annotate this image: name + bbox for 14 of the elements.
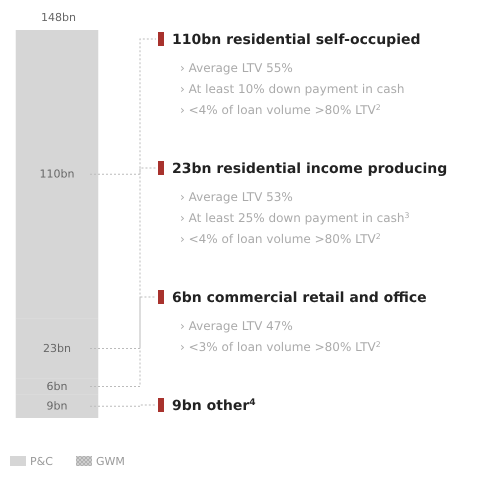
- data-label: 9bn: [46, 400, 68, 413]
- text: › Average LTV 53% › At least 25% down payment in cash$^{3}$ › <4% of loan volume >80% LTV$^{2}$: [180, 190, 410, 246]
- text: › Average LTV 47% › <3% of loan volume >80% LTV$^{2}$: [180, 319, 381, 354]
- total-label: 148bn: [41, 11, 76, 24]
- data-label: 23bn: [43, 342, 72, 356]
- text: GWM: [96, 455, 125, 468]
- text: 110bn residential self-occupied: [172, 32, 421, 48]
- text: P&C: [30, 455, 54, 468]
- text: 6bn commercial retail and office: [172, 290, 427, 306]
- data-label: 6bn: [46, 380, 68, 394]
- data-label: 110bn: [40, 168, 74, 181]
- text: › Average LTV 55% › At least 10% down payment in cash › <4% of loan volume >80% LTV$^{2}$: [180, 61, 404, 117]
- text: 9bn other$^{4}$: [172, 398, 256, 414]
- text: 23bn residential income producing: [172, 161, 448, 177]
